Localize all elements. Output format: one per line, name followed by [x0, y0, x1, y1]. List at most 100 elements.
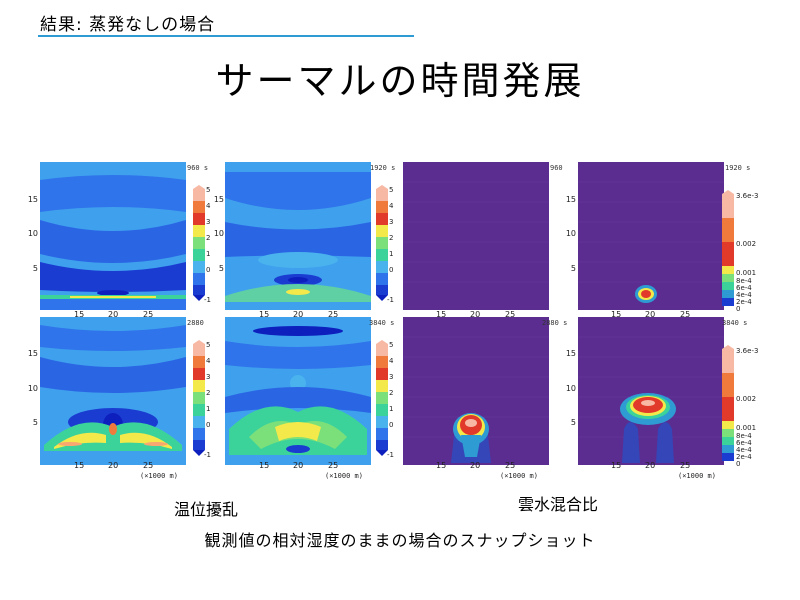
- y-tick-label: 5: [570, 418, 576, 427]
- colorbar-label: 0: [206, 266, 211, 274]
- x-tick-label: 25: [505, 461, 516, 470]
- colorbar-label: 0.002: [736, 395, 757, 403]
- x-tick-label: 20: [645, 461, 656, 470]
- x-axis-unit: (×1000 m): [678, 472, 716, 480]
- y-tick-label: 5: [218, 264, 224, 273]
- panel-time-label: 2880 s: [542, 319, 568, 327]
- x-tick-label: 20: [108, 461, 119, 470]
- y-tick-label: 10: [213, 229, 224, 238]
- cloud-panel-3840: [578, 317, 724, 465]
- panel-time-label: 3840 s: [369, 319, 395, 327]
- x-tick-label: 20: [645, 310, 656, 319]
- caption-potential-temperature: 温位擾乱: [174, 500, 239, 519]
- x-axis-unit: (×1000 m): [500, 472, 538, 480]
- section-heading: 結果: 蒸発なしの場合: [40, 15, 216, 35]
- colorbar-label: 5: [389, 341, 394, 349]
- colorbar-label: 1: [389, 405, 394, 413]
- cloud-panel-960: [403, 162, 549, 310]
- colorbar-label: 1: [389, 250, 394, 258]
- cloud-panel-2880: [403, 317, 549, 465]
- x-tick-label: 25: [680, 310, 691, 319]
- colorbar-label: 1: [206, 405, 211, 413]
- colorbar-label: 5: [206, 186, 211, 194]
- y-tick-label: 15: [213, 195, 224, 204]
- x-tick-label: 25: [505, 310, 516, 319]
- theta-panel-2880: [40, 317, 186, 465]
- colorbar-label: -1: [387, 296, 394, 304]
- colorbar-label: 8e-4: [736, 277, 752, 285]
- x-tick-label: 25: [328, 310, 339, 319]
- colorbar-label: 0: [736, 305, 741, 313]
- panel-time-label: 3840 s: [722, 319, 748, 327]
- heading-underline: [38, 35, 414, 37]
- colorbar-label: 4: [206, 357, 211, 365]
- y-tick-label: 5: [570, 264, 576, 273]
- cloud-colorbar: [722, 190, 734, 306]
- theta-colorbar: [376, 340, 388, 456]
- panel-time-label: 2880: [187, 319, 204, 327]
- colorbar-label: 0.002: [736, 240, 757, 248]
- x-tick-label: 20: [108, 310, 119, 319]
- y-tick-label: 10: [565, 229, 576, 238]
- colorbar-label: 4e-4: [736, 291, 752, 299]
- x-tick-label: 15: [611, 461, 622, 470]
- x-tick-label: 15: [74, 461, 85, 470]
- panel-time-label: 960 s: [187, 164, 209, 172]
- colorbar-label: 3: [389, 373, 394, 381]
- x-tick-label: 20: [470, 310, 481, 319]
- colorbar-label: 6e-4: [736, 439, 752, 447]
- colorbar-label: 2e-4: [736, 453, 752, 461]
- x-tick-label: 25: [143, 461, 154, 470]
- cloud-panel-1920: [578, 162, 724, 310]
- colorbar-label: 2: [206, 234, 211, 242]
- y-tick-label: 15: [565, 349, 576, 358]
- x-axis-unit: (×1000 m): [140, 472, 178, 480]
- x-tick-label: 25: [680, 461, 691, 470]
- x-tick-label: 15: [436, 461, 447, 470]
- x-tick-label: 15: [436, 310, 447, 319]
- colorbar-label: 0.001: [736, 269, 757, 277]
- y-tick-label: 10: [27, 229, 38, 238]
- colorbar-label: 3.6e-3: [736, 192, 759, 200]
- x-tick-label: 25: [143, 310, 154, 319]
- x-tick-label: 15: [611, 310, 622, 319]
- theta-panel-1920: [225, 162, 371, 310]
- colorbar-label: 0: [206, 421, 211, 429]
- slide-footnote: 観測値の相対湿度のままの場合のスナップショット: [204, 531, 596, 550]
- theta-colorbar: [193, 340, 205, 456]
- theta-colorbar: [376, 185, 388, 301]
- colorbar-label: 2: [206, 389, 211, 397]
- x-axis-unit: (×1000 m): [325, 472, 363, 480]
- colorbar-label: 2: [389, 234, 394, 242]
- colorbar-label: 6e-4: [736, 284, 752, 292]
- panel-time-label: 1920 s: [370, 164, 396, 172]
- x-tick-label: 20: [293, 461, 304, 470]
- colorbar-label: 2e-4: [736, 298, 752, 306]
- y-tick-label: 10: [565, 384, 576, 393]
- theta-colorbar: [193, 185, 205, 301]
- y-tick-label: 15: [27, 195, 38, 204]
- x-tick-label: 20: [470, 461, 481, 470]
- colorbar-label: 3: [206, 218, 211, 226]
- colorbar-label: 2: [389, 389, 394, 397]
- colorbar-label: 0: [736, 460, 741, 468]
- y-tick-label: 15: [565, 195, 576, 204]
- colorbar-label: 3: [206, 373, 211, 381]
- colorbar-label: 4e-4: [736, 446, 752, 454]
- theta-panel-960: [40, 162, 186, 310]
- colorbar-label: -1: [387, 451, 394, 459]
- colorbar-label: -1: [204, 296, 211, 304]
- y-tick-label: 15: [27, 349, 38, 358]
- colorbar-label: 1: [206, 250, 211, 258]
- colorbar-label: 5: [206, 341, 211, 349]
- colorbar-label: 4: [389, 202, 394, 210]
- colorbar-label: 4: [206, 202, 211, 210]
- panel-time-label: 1920 s: [725, 164, 751, 172]
- panel-time-label: 960: [550, 164, 563, 172]
- theta-panel-3840: [225, 317, 371, 465]
- y-tick-label: 10: [27, 384, 38, 393]
- y-tick-label: 5: [32, 418, 38, 427]
- colorbar-label: 4: [389, 357, 394, 365]
- slide-title: サーマルの時間発展: [215, 59, 585, 103]
- x-tick-label: 15: [259, 461, 270, 470]
